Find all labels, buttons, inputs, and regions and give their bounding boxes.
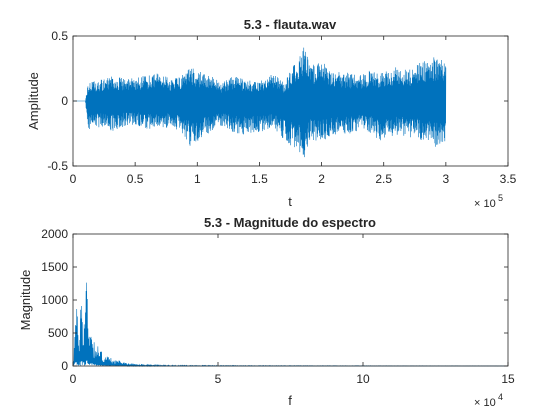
spectrum-y-tick-label: 0 (61, 359, 68, 373)
waveform-axes: 5.3 - flauta.wav 0 0.5 1 1.5 2 2.5 3 3.5 -0.500… (26, 17, 517, 210)
spectrum-x-tick-label: 0 (70, 372, 77, 386)
waveform-x-tick-label: 1 (194, 172, 201, 186)
spectrum-x-tick-label: 10 (356, 372, 370, 386)
waveform-x-label: t (288, 194, 292, 209)
waveform-x-tick-label: 1.5 (251, 172, 268, 186)
waveform-x-tick-label: 2.5 (375, 172, 392, 186)
waveform-x-tick-label: 0 (70, 172, 77, 186)
waveform-y-tick-label: 0 (61, 94, 68, 108)
spectrum-x-label: f (288, 393, 292, 408)
spectrum-x-tick-label: 15 (501, 372, 515, 386)
spectrum-y-label: Magnitude (18, 270, 33, 331)
waveform-x-tick-label: 0.5 (127, 172, 144, 186)
waveform-y-tick-label: -0.5 (47, 159, 68, 173)
spectrum-x-tick-label: 5 (215, 372, 222, 386)
waveform-x-tick-label: 3 (443, 172, 450, 186)
waveform-y-tick-label: 0.5 (51, 29, 68, 43)
spectrum-x-ticks: 0 5 10 15 (70, 234, 515, 386)
waveform-x-ticks: 0 0.5 1 1.5 2 2.5 3 3.5 (70, 36, 517, 186)
spectrum-y-tick-label: 1000 (41, 293, 68, 307)
spectrum-plot-area (73, 234, 508, 366)
waveform-signal (73, 47, 447, 158)
waveform-title: 5.3 - flauta.wav (244, 17, 337, 32)
waveform-y-label: Amplitude (26, 72, 41, 130)
waveform-x-exponent-power: 5 (498, 193, 503, 203)
spectrum-axes: 5.3 - Magnitude do espectro 0 5 10 15 0 500 1… (18, 215, 515, 409)
waveform-line (73, 47, 447, 158)
spectrum-x-exponent-power: 4 (498, 392, 503, 402)
spectrum-title: 5.3 - Magnitude do espectro (204, 215, 376, 230)
waveform-y-ticks: -0.5 0 0.5 (47, 29, 508, 173)
spectrum-y-tick-label: 1500 (41, 260, 68, 274)
waveform-x-tick-label: 2 (318, 172, 325, 186)
spectrum-y-ticks: 0 500 1000 1500 2000 (41, 227, 508, 373)
waveform-x-exponent-base: × 10 (474, 198, 496, 210)
waveform-x-tick-label: 3.5 (500, 172, 517, 186)
spectrum-y-tick-label: 2000 (41, 227, 68, 241)
spectrum-y-tick-label: 500 (48, 326, 68, 340)
spectrum-x-exponent-base: × 10 (474, 397, 496, 409)
